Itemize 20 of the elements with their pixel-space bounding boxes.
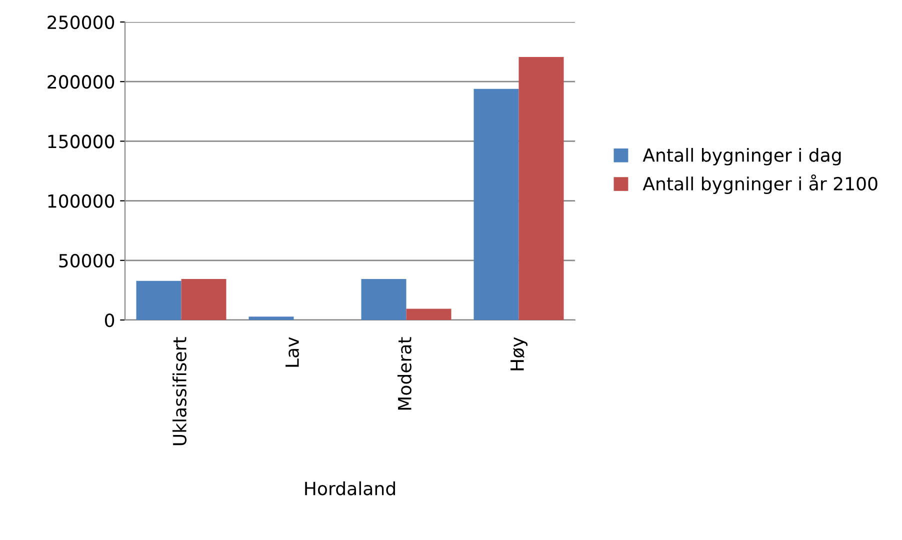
bar (136, 280, 182, 320)
x-tick-label: Høy (510, 337, 528, 370)
x-axis-title: Hordaland (305, 481, 395, 496)
legend-label: Antall bygninger i dag (642, 148, 841, 166)
bar (518, 57, 564, 320)
bar (361, 278, 406, 320)
y-tick-label: 250000 (48, 15, 114, 30)
y-tick-label: 100000 (48, 194, 114, 208)
y-tick-label: 50000 (59, 254, 114, 268)
y-tick-label: 0 (104, 313, 114, 328)
bar (248, 316, 294, 320)
bar (474, 88, 519, 320)
legend-label: Antall bygninger i år 2100 (642, 174, 878, 194)
y-tick-label: 150000 (48, 134, 114, 148)
y-tick-label: 200000 (48, 75, 114, 89)
x-tick-label: Moderat (398, 337, 412, 410)
bar (406, 308, 452, 320)
bar (181, 278, 226, 320)
x-tick-label: Uklassifisert (172, 337, 186, 446)
x-tick-label: Lav (286, 337, 299, 367)
